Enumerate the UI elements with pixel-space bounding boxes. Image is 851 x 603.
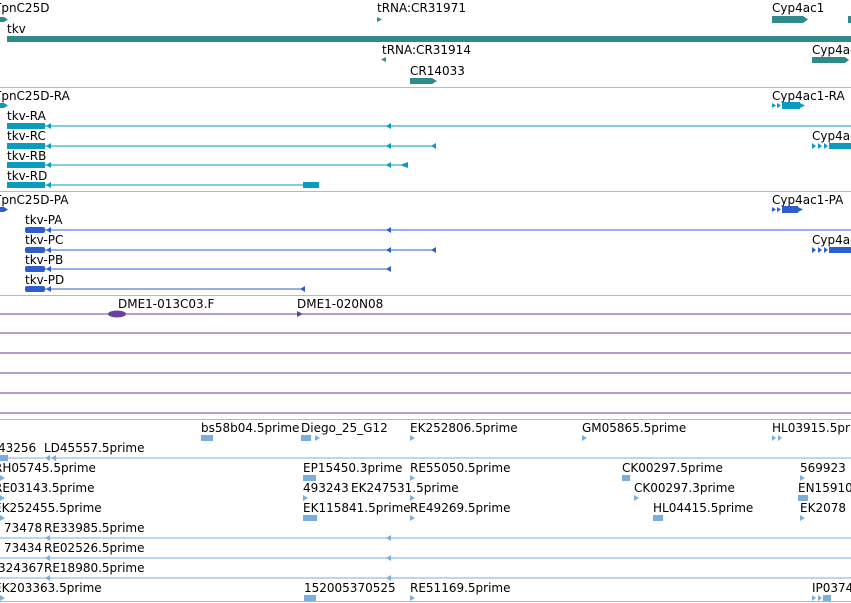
gene-feature-cyp4ac (812, 57, 849, 63)
gene-features[interactable] (0, 0, 851, 90)
transcript-label: Cyp4ac (812, 129, 851, 143)
track-separator (0, 295, 851, 296)
track-separator (0, 87, 851, 88)
est-label: RH05745.5prime (0, 461, 96, 475)
track-separator (0, 601, 851, 602)
gene-label: tRNA:CR31914 (382, 43, 471, 57)
gene-feature-tkv (7, 36, 851, 42)
transcript-label: TpnC25D-RA (0, 89, 70, 103)
est-label: GM05865.5prime (582, 421, 687, 435)
probe-label: DME1-013C03.F (118, 297, 215, 311)
protein-label: tkv-PA (25, 213, 63, 227)
transcript-label: tkv-RB (7, 149, 47, 163)
gene-feature-trna-cr31914 (381, 57, 386, 62)
est-label: CK00297.3prime (634, 481, 735, 495)
est-label: IP0374 (812, 581, 851, 595)
transcript-label: tkv-RC (7, 129, 46, 143)
gene-feature-cyp4ac1 (772, 16, 808, 23)
est-label: EK115841.5prime (303, 501, 411, 515)
est-label: 152005370525 (304, 581, 396, 595)
probe-features[interactable] (0, 296, 851, 420)
est-label: 43256 (0, 441, 37, 455)
est-label: CK00297.5prime (622, 461, 723, 475)
gene-label: TpnC25D (0, 1, 50, 15)
est-features[interactable] (0, 420, 851, 603)
protein-label: tkv-PB (25, 253, 64, 267)
est-label: EK203363.5prime (0, 581, 102, 595)
gene-label: tkv (7, 22, 26, 36)
transcript-label: tkv-RA (7, 109, 46, 123)
protein-label: Cyp4ac1-PA (772, 193, 844, 207)
track-separator (0, 419, 851, 420)
transcript-label: tkv-RD (7, 169, 48, 183)
probe-label: DME1-020N08 (297, 297, 384, 311)
est-label: 493243 (303, 481, 349, 495)
gene-label: tRNA:CR31971 (377, 1, 466, 15)
est-label: RE33985.5prime (44, 521, 145, 535)
gene-label: Cyp4ac (812, 43, 851, 57)
gene-feature-cr14033 (410, 78, 437, 84)
est-label: RE49269.5prime (410, 501, 511, 515)
protein-label: TpnC25D-PA (0, 193, 69, 207)
est-label: bs58b04.5prime (201, 421, 300, 435)
gene-feature-trna-cr31971 (377, 17, 382, 22)
transcript-label: Cyp4ac1-RA (772, 89, 845, 103)
est-label: HL04415.5prime (653, 501, 754, 515)
est-label: RE55050.5prime (410, 461, 511, 475)
protein-features[interactable] (0, 192, 851, 296)
est-label: 324367 (0, 561, 44, 575)
est-label: Diego_25_G12 (301, 421, 388, 435)
transcript-features[interactable] (0, 88, 851, 192)
gene-feature-cyp4ac1-b (848, 16, 851, 23)
est-label: 569923 (800, 461, 846, 475)
gene-label: CR14033 (410, 64, 465, 78)
est-label: EP15450.3prime (303, 461, 403, 475)
gene-label: Cyp4ac1 (772, 1, 825, 15)
est-label: EK252455.5prime (0, 501, 102, 515)
gene-feature-tpnc25d (0, 17, 8, 22)
est-label: RE02526.5prime (44, 541, 145, 555)
est-label: 73434 (4, 541, 43, 555)
track-separator (0, 191, 851, 192)
protein-label: tkv-PD (25, 273, 65, 287)
est-label: RE18980.5prime (44, 561, 145, 575)
est-label: RE03143.5prime (0, 481, 95, 495)
est-label: 73478 (4, 521, 43, 535)
est-label: LD45557.5prime (44, 441, 145, 455)
protein-label: Cyp4ac (812, 233, 851, 247)
protein-label: tkv-PC (25, 233, 64, 247)
est-label: EK2078 (800, 501, 846, 515)
est-label: EN15910 (798, 481, 851, 495)
est-label: EK252806.5prime (410, 421, 518, 435)
est-label: EK247531.5prime (351, 481, 459, 495)
est-label: RE51169.5prime (410, 581, 511, 595)
est-label: HL03915.5prime (772, 421, 851, 435)
